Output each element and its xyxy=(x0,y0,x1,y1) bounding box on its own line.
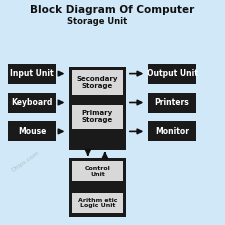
FancyBboxPatch shape xyxy=(148,64,196,84)
FancyBboxPatch shape xyxy=(148,92,196,112)
Text: Mouse: Mouse xyxy=(18,127,46,136)
FancyBboxPatch shape xyxy=(72,70,123,95)
Text: Secondary
Storage: Secondary Storage xyxy=(77,76,118,89)
FancyBboxPatch shape xyxy=(69,67,126,150)
FancyBboxPatch shape xyxy=(8,122,56,141)
FancyBboxPatch shape xyxy=(69,158,126,217)
Text: Block Diagram Of Computer: Block Diagram Of Computer xyxy=(30,5,195,15)
FancyBboxPatch shape xyxy=(8,64,56,84)
Text: Keyboard: Keyboard xyxy=(11,98,53,107)
FancyBboxPatch shape xyxy=(72,193,123,213)
Text: Input Unit: Input Unit xyxy=(10,69,54,78)
Text: Chips.com: Chips.com xyxy=(10,150,40,173)
FancyBboxPatch shape xyxy=(72,105,123,129)
FancyBboxPatch shape xyxy=(148,122,196,141)
Text: Primary
Storage: Primary Storage xyxy=(82,110,113,124)
FancyBboxPatch shape xyxy=(72,161,123,181)
Text: Arithm etic
Logic Unit: Arithm etic Logic Unit xyxy=(78,198,117,208)
Text: Monitor: Monitor xyxy=(155,127,189,136)
Text: Output Unit: Output Unit xyxy=(146,69,197,78)
FancyBboxPatch shape xyxy=(8,92,56,112)
Text: Control
Unit: Control Unit xyxy=(85,166,110,177)
Text: Printers: Printers xyxy=(155,98,189,107)
Text: Storage Unit: Storage Unit xyxy=(67,17,127,26)
